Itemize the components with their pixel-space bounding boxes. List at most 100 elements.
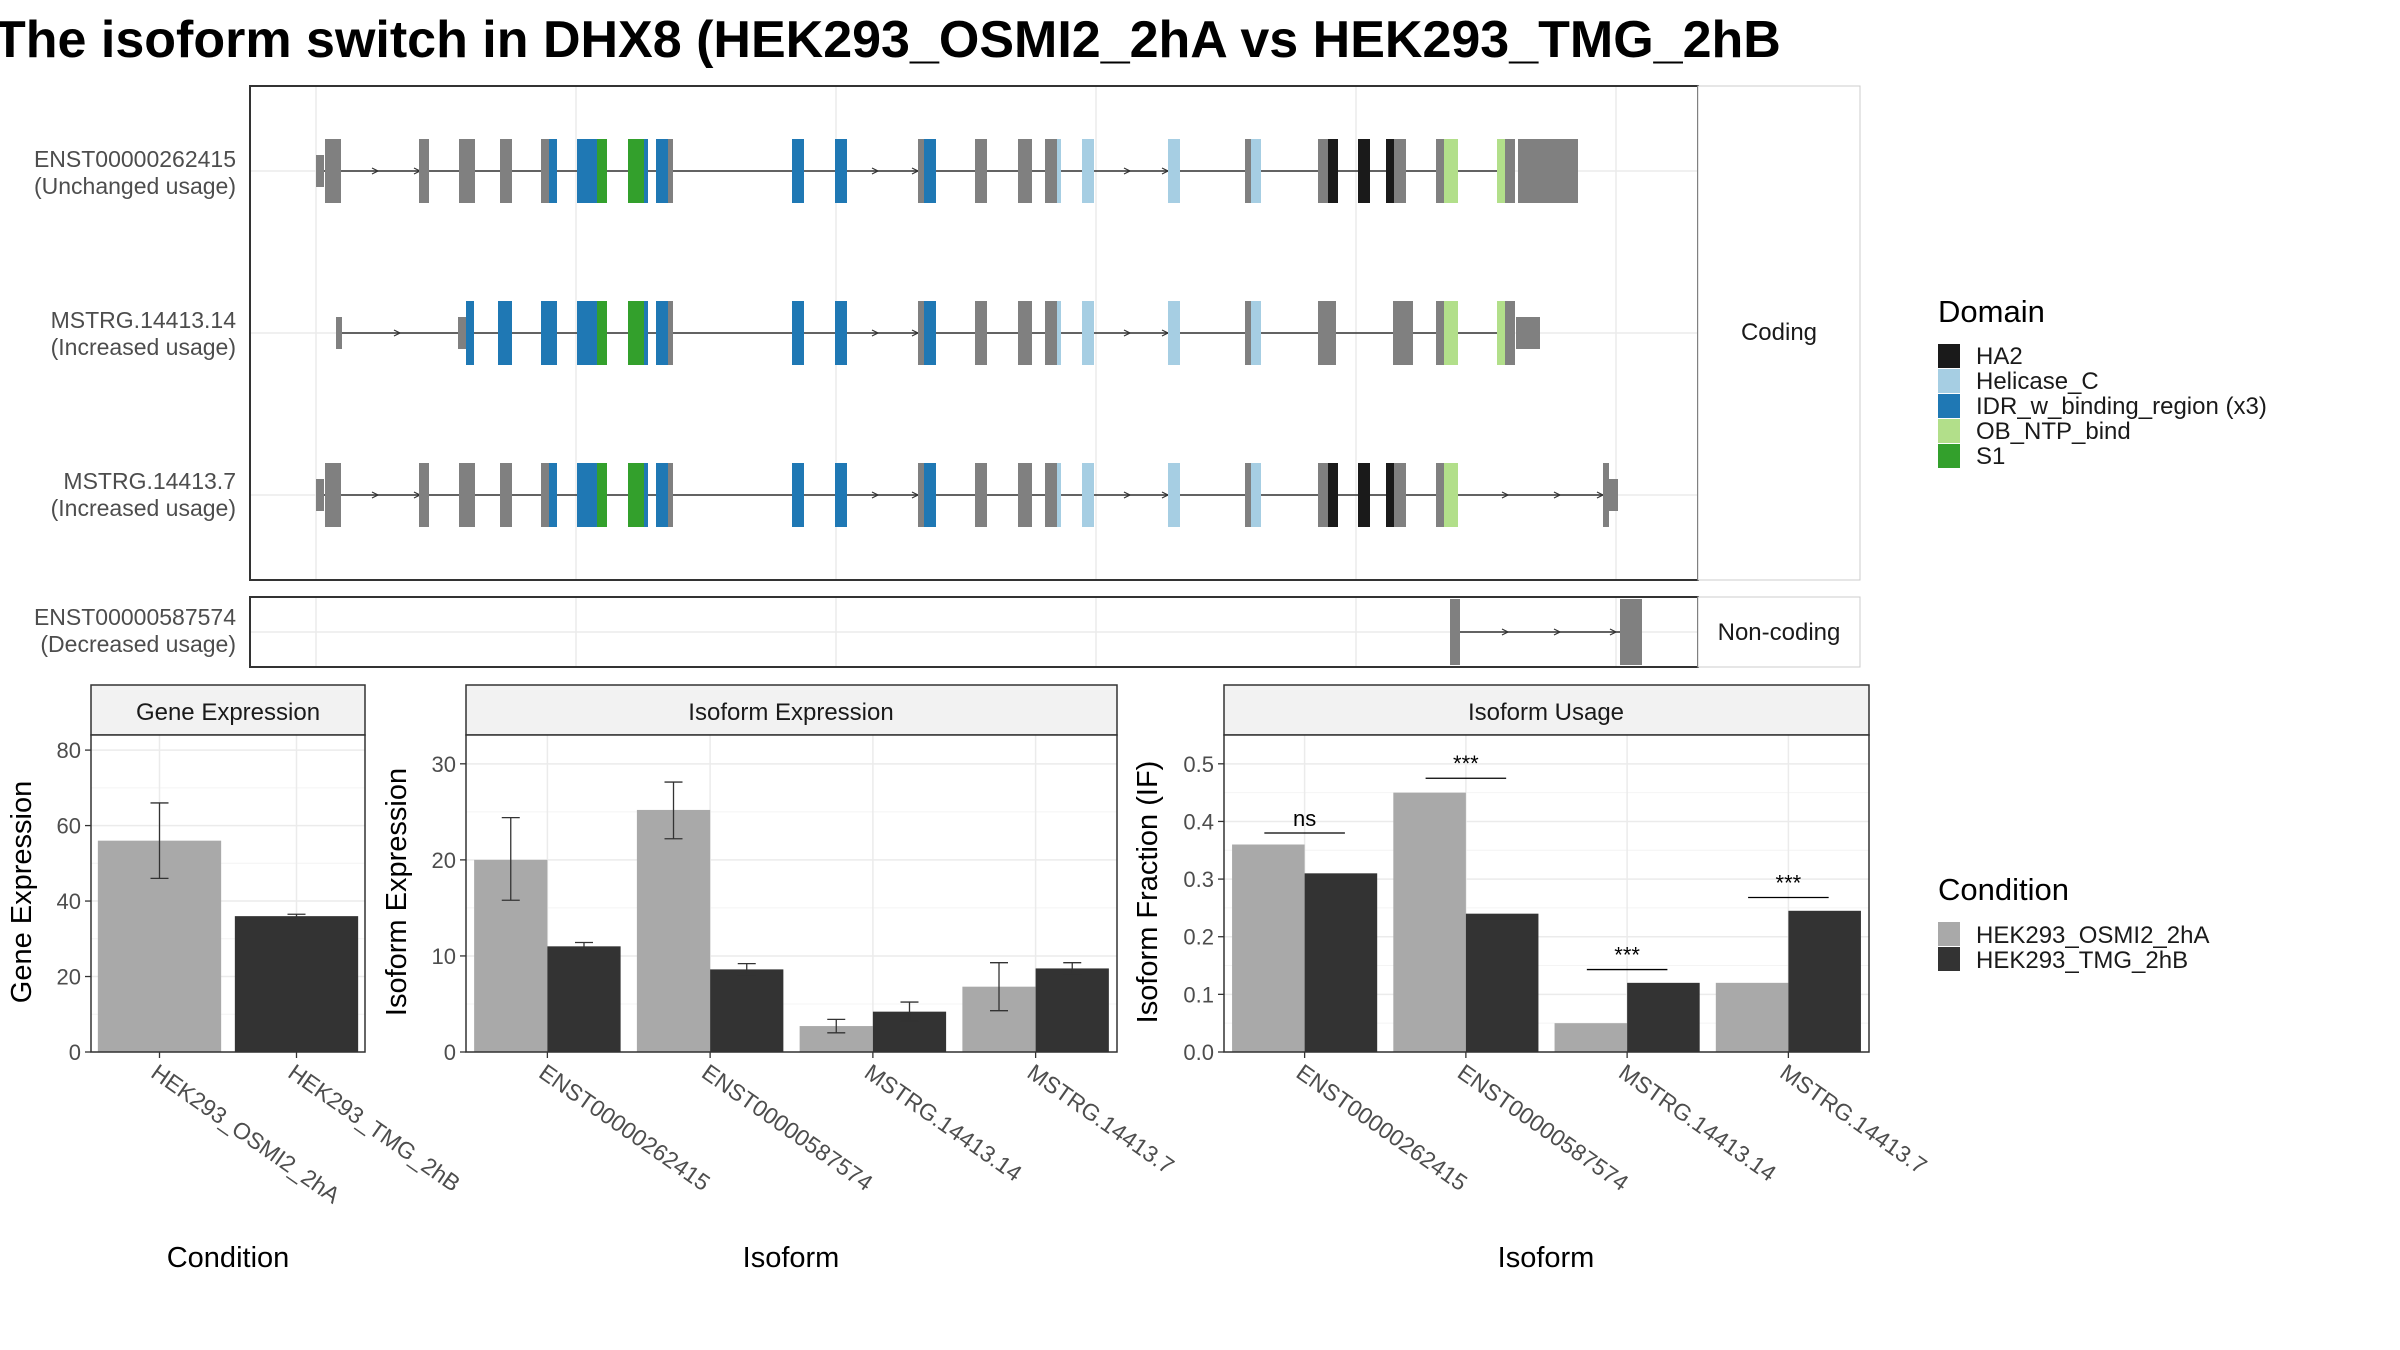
y-tick-label: 0.0: [1183, 1040, 1214, 1065]
exon-block: [1436, 463, 1444, 527]
panel-strip: [1223, 684, 1870, 736]
exon-block: [792, 301, 804, 365]
panel-border: [1223, 734, 1870, 1053]
panel-title: Isoform Expression: [688, 699, 893, 726]
exon-block: [1394, 463, 1406, 527]
exon-block: [1057, 463, 1061, 527]
exon-block: [1444, 301, 1458, 365]
x-axis-title: Condition: [167, 1242, 290, 1274]
strand-arrow: [1123, 329, 1132, 337]
exon-block: [1358, 139, 1370, 203]
exon-block: [644, 301, 648, 365]
isoform-label-name: MSTRG.14413.14: [51, 307, 237, 333]
x-tick-label: MSTRG.14413.14: [860, 1059, 1027, 1187]
legend-label: OB_NTP_bind: [1976, 418, 2131, 445]
panel-border: [465, 734, 1118, 1053]
exon-block: [459, 463, 475, 527]
isoform-label-usage: (Increased usage): [51, 334, 236, 360]
y-tick-label: 80: [57, 738, 81, 763]
y-tick-label: 0.1: [1183, 982, 1214, 1007]
legend-label: HEK293_TMG_2hB: [1976, 947, 2188, 974]
exon-block: [924, 139, 936, 203]
exon-block: [549, 139, 557, 203]
x-axis-title: Isoform: [1498, 1242, 1595, 1274]
exon-block: [792, 139, 804, 203]
x-tick-label: ENST00000587574: [697, 1059, 878, 1196]
exon-block: [1168, 463, 1180, 527]
exon-block: [1251, 463, 1261, 527]
legend-swatch-ha2: [1938, 344, 1960, 368]
strand-arrow: [1501, 491, 1510, 499]
exon-block: [500, 139, 512, 203]
y-axis-title: Isoform Fraction (IF): [1132, 761, 1164, 1024]
legend-swatch-idr: [1938, 394, 1960, 418]
exon-block: [1082, 301, 1094, 365]
strand-arrow: [1553, 628, 1562, 636]
exon-block: [1603, 463, 1609, 527]
isoform-labels: ENST00000262415 (Unchanged usage) MSTRG.…: [34, 146, 236, 657]
domain-legend-title: Domain: [1938, 294, 2045, 329]
bar: [1554, 1023, 1628, 1052]
y-tick-label: 0.3: [1183, 867, 1214, 892]
legend-swatch-s1: [1938, 444, 1960, 468]
exon-block: [1444, 139, 1458, 203]
transcript-structure-panel: Coding Non-coding ENST00000262415 (Uncha…: [34, 85, 1861, 668]
utr-block: [316, 479, 324, 511]
exon-block: [1245, 139, 1251, 203]
y-tick-label: 20: [432, 848, 456, 873]
bar: [1627, 982, 1700, 1052]
exon-block: [656, 139, 668, 203]
bar: [1788, 910, 1861, 1052]
exon-block: [1386, 139, 1394, 203]
exon-block: [1450, 599, 1460, 665]
exon-block: [1318, 301, 1336, 365]
exon-block: [1394, 139, 1406, 203]
exon-block: [1328, 463, 1338, 527]
panel-strip: [465, 684, 1118, 736]
y-tick-label: 0.4: [1183, 809, 1214, 834]
strand-arrow: [371, 491, 380, 499]
y-tick-label: 30: [432, 752, 456, 777]
exon-block: [1358, 463, 1370, 527]
exon-block: [1082, 463, 1094, 527]
y-tick-label: 10: [432, 944, 456, 969]
x-tick-label: MSTRG.14413.7: [1776, 1059, 1932, 1179]
y-axis-title: Gene Expression: [6, 781, 38, 1003]
strand-arrow: [871, 167, 880, 175]
exon-block: [924, 301, 936, 365]
isoform-usage-panel: Isoform Usage Isoform Fraction (IF) Isof…: [1132, 684, 1932, 1274]
y-tick-label: 0.5: [1183, 752, 1214, 777]
exon-block: [1245, 463, 1251, 527]
strand-arrow: [1501, 628, 1510, 636]
exon-block: [500, 463, 512, 527]
exon-block: [835, 301, 847, 365]
utr-block: [1518, 139, 1578, 203]
exon-block: [597, 301, 607, 365]
exon-block: [1168, 301, 1180, 365]
significance-label: ***: [1776, 871, 1802, 896]
exon-block: [1620, 599, 1642, 665]
exon-block: [1045, 301, 1057, 365]
utr-block: [1516, 317, 1540, 349]
exon-block: [419, 463, 429, 527]
panel-border: [90, 734, 366, 1053]
bar: [234, 916, 359, 1052]
exon-block: [1251, 139, 1261, 203]
exon-block: [1444, 463, 1458, 527]
utr-block: [336, 317, 342, 349]
x-tick-label: MSTRG.14413.7: [1023, 1059, 1179, 1179]
exon-block: [628, 139, 644, 203]
isoform-expression-panel: Isoform Expression Isoform Expression Is…: [381, 684, 1179, 1274]
isoform-label-usage: (Unchanged usage): [34, 173, 236, 199]
legend-label: S1: [1976, 443, 2005, 470]
exon-block: [1505, 301, 1515, 365]
legend-label: HA2: [1976, 343, 2023, 370]
exon-block: [668, 301, 673, 365]
exon-block: [1045, 139, 1057, 203]
transcript-tracks: [316, 139, 1642, 665]
exon-block: [792, 463, 804, 527]
panel-title: Isoform Usage: [1468, 699, 1624, 726]
exon-block: [975, 463, 987, 527]
bar: [1035, 968, 1109, 1052]
legend-label: HEK293_OSMI2_2hA: [1976, 922, 2209, 949]
